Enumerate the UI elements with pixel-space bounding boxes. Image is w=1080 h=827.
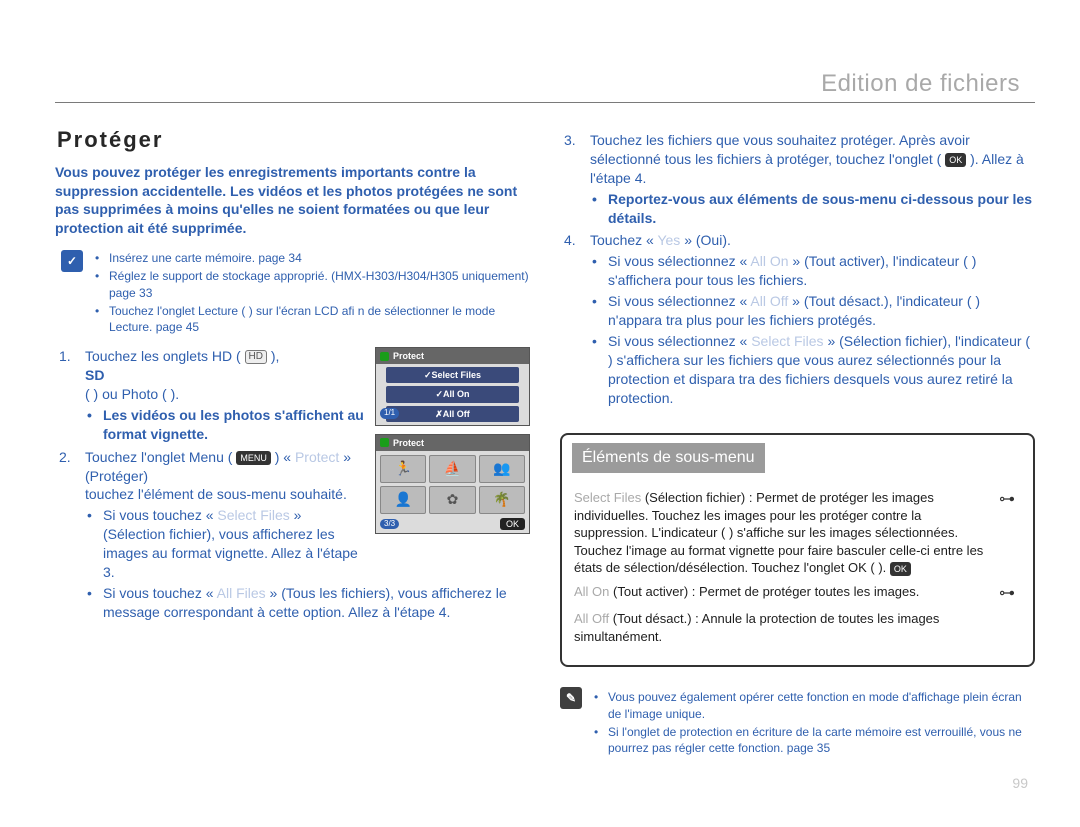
- submenu-box: Éléments de sous-menu Select Files (Séle…: [560, 433, 1035, 667]
- step-1-bullet: Les vidéos ou les photos s'affichent au …: [85, 406, 530, 444]
- step-3: Touchez les fichiers que vous souhaitez …: [564, 131, 1035, 227]
- sd-label: SD: [85, 367, 104, 383]
- prereq-list: Insérez une carte mémoire. page 34 Régle…: [95, 248, 530, 337]
- submenu-row-alloff: All Off (Tout désact.) : Annule la prote…: [574, 610, 1021, 645]
- right-column: Touchez les fichiers que vous souhaitez …: [560, 125, 1035, 758]
- check-icon: ✓: [61, 250, 83, 272]
- lock-icon: ⊶: [999, 583, 1021, 605]
- left-steps: Touchez les onglets HD ( HD ), SD ( ) ou…: [55, 347, 530, 621]
- tip-item: Si l'onglet de protection en écriture de…: [594, 724, 1035, 756]
- page-number: 99: [1012, 774, 1028, 793]
- hd-chip-icon: HD: [245, 350, 267, 364]
- step-2-bullet-all: Si vous touchez « All Files » (Tous les …: [85, 584, 530, 622]
- step-2: Touchez l'onglet Menu ( MENU ) « Protect…: [59, 448, 530, 622]
- menu-pill-icon: MENU: [236, 451, 271, 465]
- tip-list: Vous pouvez également opérer cette fonct…: [594, 687, 1035, 758]
- intro-paragraph: Vous pouvez protéger les enregistrements…: [55, 163, 530, 239]
- prereq-item: Insérez une carte mémoire. page 34: [95, 250, 530, 266]
- prereq-item: Réglez le support de stockage approprié.…: [95, 268, 530, 300]
- page-header: Edition de fichiers: [821, 68, 1020, 100]
- tip-note: ✎ Vous pouvez également opérer cette fon…: [560, 687, 1035, 758]
- prereq-note: ✓ Insérez une carte mémoire. page 34 Rég…: [61, 248, 530, 337]
- section-title: Protéger: [57, 125, 530, 155]
- columns: Protéger Vous pouvez protéger les enregi…: [55, 125, 1035, 758]
- step-4-bullet-select: Si vous sélectionnez « Select Files » (S…: [590, 332, 1035, 408]
- tip-item: Vous pouvez également opérer cette fonct…: [594, 689, 1035, 721]
- ok-pill-icon: OK: [890, 562, 911, 576]
- prereq-item: Touchez l'onglet Lecture ( ) sur l'écran…: [95, 303, 530, 335]
- manual-page: Edition de fichiers Protéger Vous pouvez…: [0, 0, 1080, 827]
- right-steps: Touchez les fichiers que vous souhaitez …: [560, 131, 1035, 407]
- step-4-bullet-alloff: Si vous sélectionnez « All Off » (Tout d…: [590, 292, 1035, 330]
- step-3-text: Touchez les fichiers que vous souhaitez …: [590, 132, 1024, 186]
- lock-icon: ⊶: [999, 489, 1021, 511]
- protect-label: Protect: [295, 449, 339, 465]
- ok-pill-icon: OK: [945, 153, 966, 167]
- step-4: Touchez « Yes » (Oui). Si vous sélection…: [564, 231, 1035, 407]
- submenu-row-allon: All On (Tout activer) : Permet de protég…: [574, 583, 1021, 605]
- header-rule: [55, 102, 1035, 103]
- submenu-row-select: Select Files (Sélection fichier) : Perme…: [574, 489, 1021, 577]
- step-1: Touchez les onglets HD ( HD ), SD ( ) ou…: [59, 347, 530, 443]
- left-column: Protéger Vous pouvez protéger les enregi…: [55, 125, 530, 758]
- step-3-bullet: Reportez-vous aux éléments de sous-menu …: [590, 190, 1035, 228]
- step-4-bullet-allon: Si vous sélectionnez « All On » (Tout ac…: [590, 252, 1035, 290]
- submenu-title: Éléments de sous-menu: [572, 443, 765, 473]
- step-2-bullet-select: Si vous touchez « Select Files » (Sélect…: [85, 506, 530, 582]
- pencil-icon: ✎: [560, 687, 582, 709]
